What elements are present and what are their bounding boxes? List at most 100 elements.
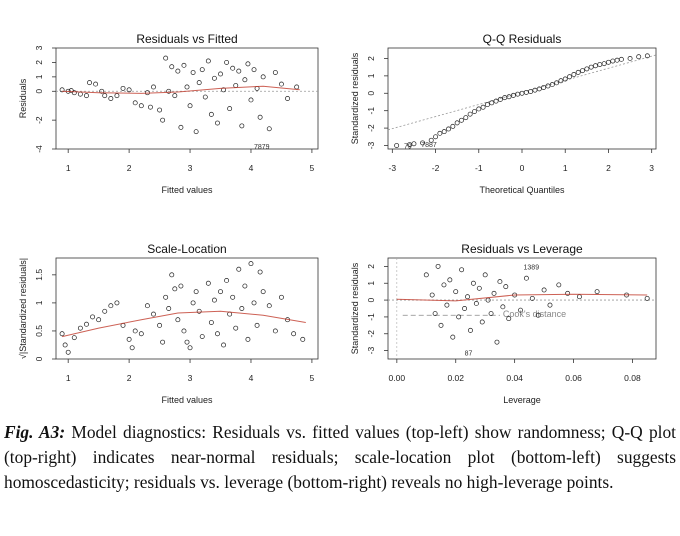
data-point xyxy=(260,289,266,295)
data-point xyxy=(157,107,163,113)
data-point xyxy=(224,59,230,65)
x-tick-label: 1 xyxy=(563,163,568,173)
x-tick-label: 2 xyxy=(127,373,132,383)
data-point xyxy=(476,285,482,291)
data-point xyxy=(480,104,486,110)
data-point xyxy=(479,319,485,325)
data-point xyxy=(236,68,242,74)
data-point xyxy=(506,94,512,100)
chart-title: Q-Q Residuals xyxy=(483,32,562,46)
x-axis-label: Fitted values xyxy=(161,185,213,195)
data-point xyxy=(497,279,503,285)
data-point xyxy=(491,290,497,296)
y-tick-label: 0 xyxy=(366,91,376,96)
data-point xyxy=(84,93,89,99)
x-tick-label: 3 xyxy=(188,163,193,173)
data-point xyxy=(59,87,65,93)
data-point xyxy=(114,300,120,306)
data-point xyxy=(202,94,208,100)
data-point xyxy=(394,143,400,148)
y-tick-label: 2 xyxy=(366,264,376,269)
data-point xyxy=(59,331,65,337)
data-point xyxy=(433,134,438,140)
data-point xyxy=(205,280,211,286)
y-tick-label: 1.5 xyxy=(34,269,44,281)
data-point xyxy=(99,88,105,94)
data-point xyxy=(428,137,434,143)
x-axis-label: Fitted values xyxy=(161,395,213,405)
data-point xyxy=(441,282,447,288)
y-tick-label: 0 xyxy=(34,89,44,94)
y-tick-label: 0 xyxy=(366,297,376,302)
smooth-line xyxy=(61,310,306,338)
data-point xyxy=(120,85,126,91)
data-point xyxy=(497,96,503,102)
plot-frame xyxy=(387,47,657,150)
data-point xyxy=(172,286,178,292)
y-axis-label: √|Standardized residuals| xyxy=(18,258,28,359)
data-point xyxy=(438,322,444,328)
data-point xyxy=(576,294,582,300)
data-point xyxy=(166,306,172,311)
data-point xyxy=(601,61,607,67)
x-tick-label: 5 xyxy=(310,373,315,383)
data-point xyxy=(472,109,477,115)
data-point xyxy=(199,334,205,340)
data-point xyxy=(459,267,465,273)
x-tick-label: 0 xyxy=(520,163,525,173)
data-point xyxy=(211,75,217,81)
data-point xyxy=(465,294,470,300)
x-tick-label: 1 xyxy=(66,163,71,173)
x-tick-label: 0.04 xyxy=(506,373,523,383)
data-point xyxy=(175,317,181,323)
data-point xyxy=(435,263,441,269)
data-point xyxy=(218,71,223,77)
data-point xyxy=(190,70,196,75)
y-tick-label: -2 xyxy=(366,124,376,132)
data-point xyxy=(184,339,190,345)
x-tick-label: 2 xyxy=(606,163,611,173)
x-tick-label: 0.02 xyxy=(447,373,464,383)
data-point xyxy=(567,74,572,80)
data-point xyxy=(518,307,523,313)
data-point xyxy=(272,328,278,334)
point-label: 79 xyxy=(404,144,412,151)
data-point xyxy=(144,303,150,309)
data-point xyxy=(300,336,306,342)
data-point xyxy=(541,85,547,90)
data-point xyxy=(610,58,616,64)
data-point xyxy=(291,331,297,337)
data-point xyxy=(575,69,581,75)
data-point xyxy=(260,74,266,80)
data-point xyxy=(102,93,108,99)
y-tick-label: 0.5 xyxy=(34,325,44,337)
data-point xyxy=(169,64,175,70)
data-point xyxy=(90,314,96,320)
data-point xyxy=(580,68,585,74)
data-point xyxy=(184,84,190,90)
x-tick-label: 0.06 xyxy=(565,373,582,383)
data-point xyxy=(473,301,479,306)
data-point xyxy=(454,120,460,126)
data-point xyxy=(463,115,469,121)
y-tick-label: 1 xyxy=(34,74,44,79)
data-point xyxy=(627,55,633,61)
data-point xyxy=(77,91,83,97)
y-tick-label: -3 xyxy=(366,347,376,355)
figure-caption: Fig. A3: Model diagnostics: Residuals vs… xyxy=(4,420,676,495)
data-point xyxy=(236,266,242,272)
data-point xyxy=(190,300,196,306)
data-point xyxy=(138,331,144,337)
y-axis-label: Standardized residuals xyxy=(350,262,360,354)
y-tick-label: -3 xyxy=(366,141,376,149)
data-point xyxy=(488,311,494,316)
data-point xyxy=(172,93,178,99)
y-tick-label: 1 xyxy=(366,73,376,78)
y-tick-label: 3 xyxy=(34,45,44,50)
data-point xyxy=(476,106,482,112)
data-point xyxy=(221,342,227,348)
data-point xyxy=(272,70,278,75)
data-point xyxy=(178,124,184,130)
data-point xyxy=(193,289,199,295)
